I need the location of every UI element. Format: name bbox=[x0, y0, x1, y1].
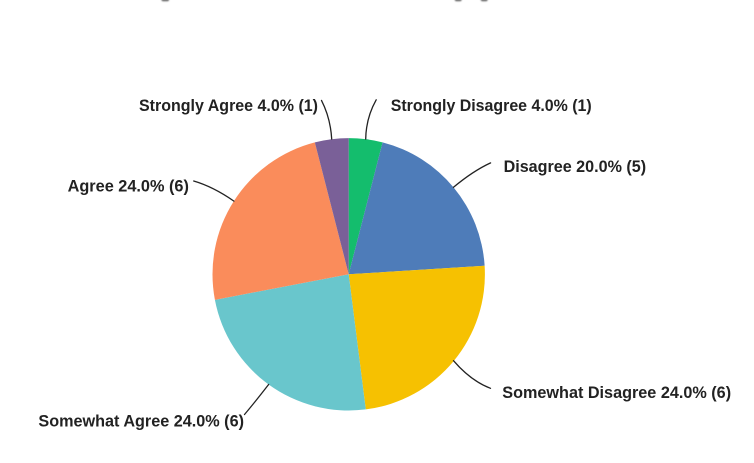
svg-text:Disagree 20.0% (5): Disagree 20.0% (5) bbox=[504, 157, 646, 176]
svg-text:Somewhat Disagree 24.0% (6): Somewhat Disagree 24.0% (6) bbox=[502, 383, 731, 402]
svg-text:Somewhat Agree 24.0% (6): Somewhat Agree 24.0% (6) bbox=[38, 411, 244, 430]
svg-text:Strongly Agree 4.0% (1): Strongly Agree 4.0% (1) bbox=[139, 96, 318, 115]
svg-text:Strongly Disagree 4.0% (1): Strongly Disagree 4.0% (1) bbox=[391, 96, 592, 115]
svg-text:Agree 24.0% (6): Agree 24.0% (6) bbox=[68, 176, 189, 195]
